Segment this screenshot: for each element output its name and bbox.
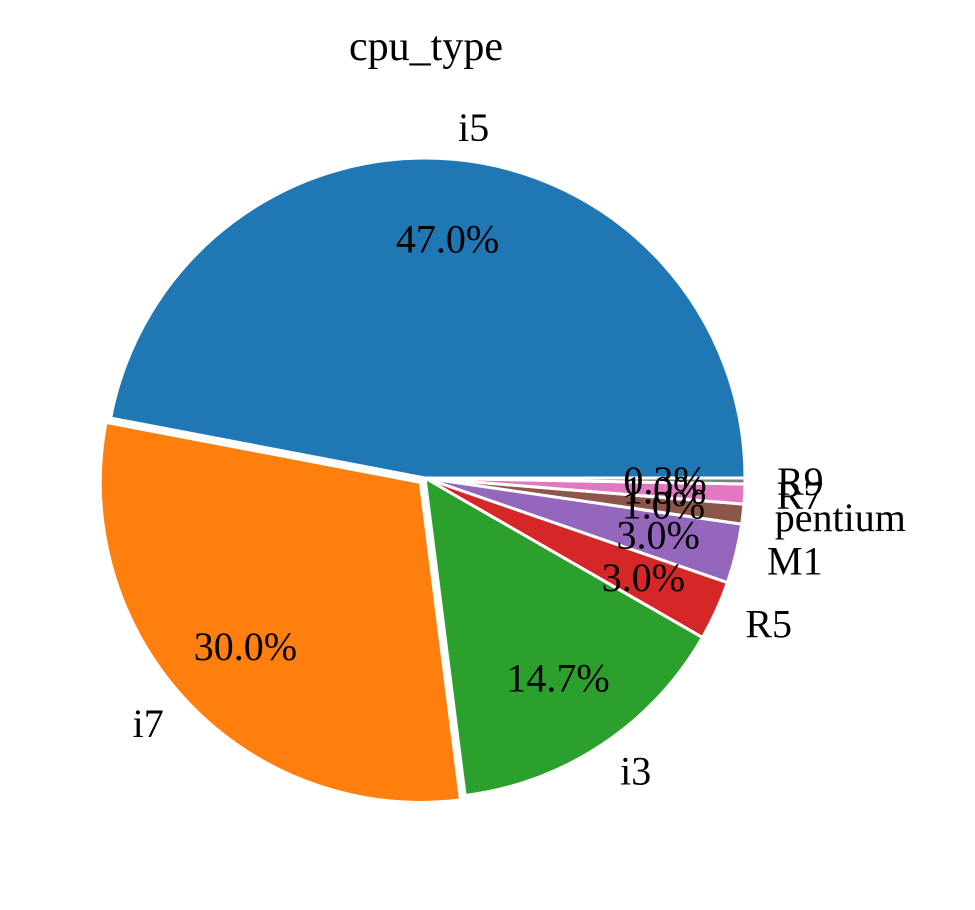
pie-slices (98, 156, 747, 804)
category-label-i3: i3 (620, 748, 651, 793)
category-label-i5: i5 (458, 105, 489, 150)
category-label-r5: R5 (745, 601, 792, 646)
percent-label-i5: 47.0% (396, 217, 499, 262)
percent-label-r5: 3.0% (602, 555, 685, 600)
pie-slice-i5 (109, 156, 747, 480)
pie-slice-i3 (423, 476, 704, 797)
percent-label-i7: 30.0% (194, 624, 297, 669)
chart-title: cpu_type (349, 24, 503, 70)
category-label-pentium: pentium (775, 495, 906, 540)
percent-label-i3: 14.7% (506, 655, 609, 700)
category-label-i7: i7 (133, 701, 164, 746)
pie-slice-i7 (98, 420, 462, 804)
percent-label-m1: 3.0% (617, 512, 700, 557)
percent-label-r7: 1.0% (623, 468, 706, 513)
pie-slice-r9 (423, 476, 747, 486)
percent-labels: 47.0%30.0%14.7%3.0%3.0%1.0%1.0%0.3% (194, 217, 707, 701)
percent-label-pentium: 1.0% (622, 483, 705, 528)
category-label-r9: R9 (777, 459, 824, 504)
percent-label-r9: 0.3% (623, 458, 706, 503)
category-label-r7: R7 (777, 473, 824, 518)
category-label-m1: M1 (767, 539, 823, 584)
